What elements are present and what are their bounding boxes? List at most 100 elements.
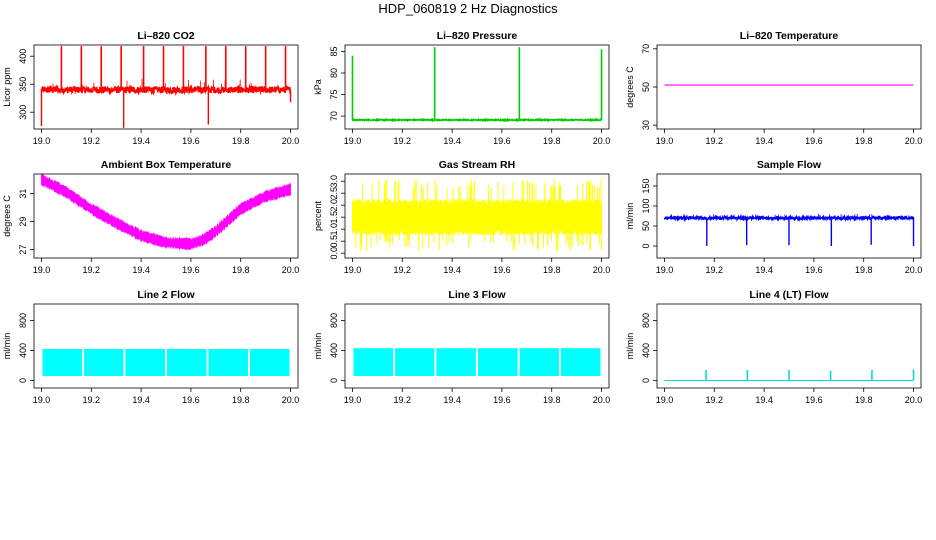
series-9 bbox=[664, 369, 915, 382]
x-tick-label: 19.4 bbox=[443, 136, 461, 146]
y-tick-label: 400 bbox=[329, 343, 339, 358]
x-tick-label: 19.8 bbox=[232, 136, 250, 146]
x-tick-label: 19.6 bbox=[182, 395, 200, 405]
plot-frame bbox=[656, 44, 922, 130]
x-tick-label: 19.2 bbox=[394, 136, 412, 146]
x-tick-label: 19.4 bbox=[755, 395, 773, 405]
panel-title: Line 2 Flow bbox=[137, 289, 195, 301]
panel-title: Li–820 Temperature bbox=[740, 30, 839, 42]
x-tick-label: 19.6 bbox=[805, 395, 823, 405]
series-line bbox=[40, 83, 291, 97]
x-tick-label: 19.8 bbox=[232, 395, 250, 405]
x-tick-label: 19.8 bbox=[543, 136, 561, 146]
x-tick-label: 19.4 bbox=[132, 136, 150, 146]
x-tick-label: 19.2 bbox=[706, 265, 724, 275]
x-tick-label: 19.2 bbox=[706, 136, 724, 146]
y-tick-label: 85 bbox=[329, 46, 339, 56]
x-tick-label: 20.0 bbox=[905, 136, 923, 146]
flow-block bbox=[84, 349, 124, 376]
y-tick-label: 1.5 bbox=[329, 211, 339, 224]
flow-block bbox=[42, 349, 83, 376]
x-tick-label: 19.2 bbox=[394, 395, 412, 405]
x-tick-label: 19.6 bbox=[182, 265, 200, 275]
y-tick-label: 400 bbox=[18, 343, 28, 358]
panel-title: Li–820 Pressure bbox=[437, 30, 518, 42]
x-tick-label: 19.4 bbox=[755, 136, 773, 146]
x-tick-label: 19.0 bbox=[344, 395, 362, 405]
series-5 bbox=[351, 178, 603, 252]
x-tick-label: 19.4 bbox=[755, 265, 773, 275]
x-tick-label: 19.2 bbox=[706, 395, 724, 405]
x-tick-label: 19.4 bbox=[443, 395, 461, 405]
y-axis-label: ml/min bbox=[625, 203, 635, 230]
x-tick-label: 19.8 bbox=[543, 395, 561, 405]
x-tick-label: 20.0 bbox=[593, 395, 611, 405]
y-tick-label: 3.0 bbox=[329, 175, 339, 188]
panel-2: Li–820 Pressure kPa 19.0 19.2 19.4 19.6 19.8 20… bbox=[313, 30, 610, 146]
y-tick-label: 31 bbox=[18, 189, 28, 199]
x-tick-label: 19.4 bbox=[443, 265, 461, 275]
y-axis-label: percent bbox=[313, 200, 323, 231]
y-axis-label: degrees C bbox=[625, 66, 635, 108]
x-tick-label: 19.0 bbox=[33, 136, 51, 146]
x-tick-label: 19.8 bbox=[543, 265, 561, 275]
y-tick-label: 80 bbox=[329, 68, 339, 78]
y-tick-label: 0.0 bbox=[329, 247, 339, 260]
flow-block bbox=[519, 348, 559, 376]
panel-title: Line 3 Flow bbox=[448, 289, 506, 301]
panel-3: Li–820 Temperature degrees C 19.0 19.2 19.4 1… bbox=[625, 30, 922, 146]
series-noise bbox=[351, 178, 603, 252]
x-tick-label: 19.0 bbox=[656, 395, 674, 405]
x-tick-label: 19.0 bbox=[656, 265, 674, 275]
series-1 bbox=[40, 46, 292, 128]
y-tick-label: 0.5 bbox=[329, 235, 339, 248]
flow-block bbox=[249, 349, 290, 376]
y-tick-label: 70 bbox=[329, 111, 339, 121]
panel-title: Ambient Box Temperature bbox=[101, 159, 232, 171]
flow-block bbox=[560, 348, 601, 376]
x-tick-label: 20.0 bbox=[282, 395, 300, 405]
x-tick-label: 19.0 bbox=[33, 265, 51, 275]
panel-title: Li–820 CO2 bbox=[137, 30, 194, 42]
panel-1: Li–820 CO2 Licor ppm 19.0 19.2 19.4 19.6 19.8 2… bbox=[2, 30, 299, 146]
y-tick-label: 800 bbox=[329, 313, 339, 328]
y-tick-label: 800 bbox=[641, 313, 651, 328]
x-tick-label: 20.0 bbox=[593, 265, 611, 275]
y-axis-label: Licor ppm bbox=[2, 67, 12, 107]
x-tick-label: 19.6 bbox=[493, 395, 511, 405]
flow-block bbox=[477, 348, 518, 376]
x-tick-label: 19.8 bbox=[855, 265, 873, 275]
x-tick-label: 19.0 bbox=[656, 136, 674, 146]
plot-frame bbox=[656, 173, 922, 259]
x-tick-label: 19.6 bbox=[805, 265, 823, 275]
x-tick-label: 19.2 bbox=[83, 395, 101, 405]
x-tick-label: 19.6 bbox=[805, 136, 823, 146]
y-axis-label: ml/min bbox=[2, 333, 12, 360]
y-axis-label: ml/min bbox=[625, 333, 635, 360]
series-7 bbox=[42, 349, 290, 376]
y-axis-label: ml/min bbox=[313, 333, 323, 360]
y-tick-label: 300 bbox=[18, 105, 28, 120]
panel-6: Sample Flow ml/min 19.0 19.2 19.4 19.6 19.8 20.… bbox=[625, 159, 922, 275]
x-tick-label: 20.0 bbox=[282, 265, 300, 275]
flow-block bbox=[353, 348, 394, 376]
x-tick-label: 19.6 bbox=[493, 136, 511, 146]
y-axis-label: kPa bbox=[313, 79, 323, 95]
panel-7: Line 2 Flow ml/min 19.0 19.2 19.4 19.6 19.8 20.… bbox=[2, 289, 299, 405]
plot-frame bbox=[344, 44, 610, 130]
plot-frame bbox=[33, 173, 299, 259]
series-band bbox=[41, 174, 291, 251]
panel-8: Line 3 Flow ml/min 19.0 19.2 19.4 19.6 19.8 20.… bbox=[313, 289, 610, 405]
y-tick-label: 2.5 bbox=[329, 187, 339, 200]
y-tick-label: 0 bbox=[641, 243, 651, 248]
x-tick-label: 19.0 bbox=[33, 395, 51, 405]
y-tick-label: 75 bbox=[329, 90, 339, 100]
x-tick-label: 19.0 bbox=[344, 136, 362, 146]
y-tick-label: 100 bbox=[641, 198, 651, 213]
x-tick-label: 19.4 bbox=[132, 265, 150, 275]
y-tick-label: 0 bbox=[18, 378, 28, 383]
x-tick-label: 20.0 bbox=[905, 395, 923, 405]
plot-frame bbox=[344, 303, 610, 389]
series-2 bbox=[351, 47, 603, 123]
